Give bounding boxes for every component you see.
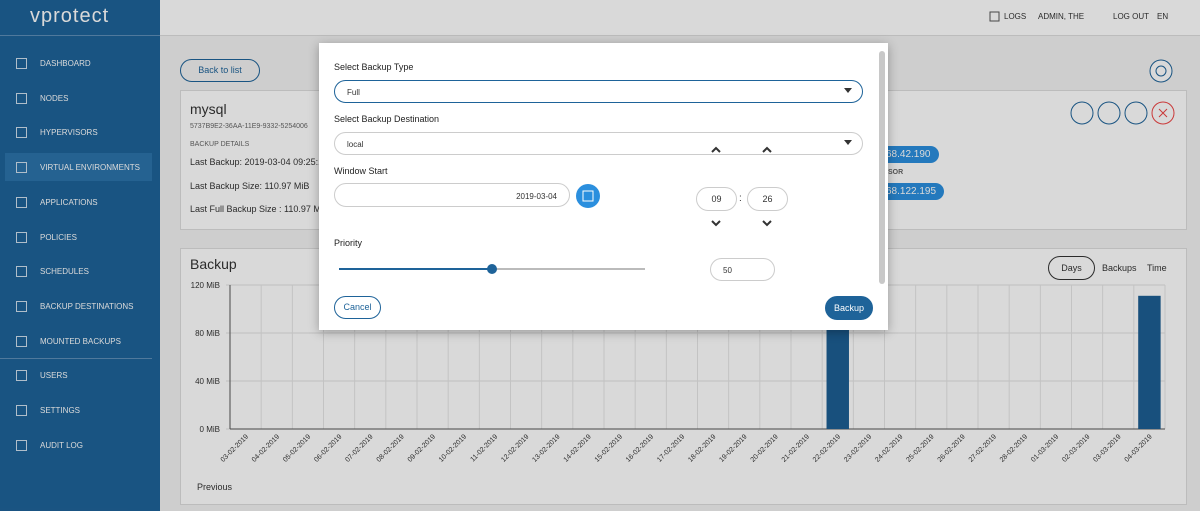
divider [0,358,152,359]
logout-link[interactable]: LOG OUT [1113,12,1150,21]
refresh-button[interactable] [1149,59,1173,83]
nav-icon [16,127,27,139]
user-menu[interactable]: ADMIN, THE [1038,12,1085,21]
divider [0,35,160,36]
toggle-time[interactable]: Time [1147,263,1167,273]
nav-item[interactable]: VIRTUAL ENVIRONMENTS [40,163,141,173]
nav-item[interactable]: APPLICATIONS [40,197,98,207]
nav-item[interactable]: SCHEDULES [40,267,89,277]
nav-item[interactable]: SETTINGS [40,406,81,415]
logs-icon [989,11,1000,22]
chip-label: SOR [888,169,904,176]
nav-item[interactable]: AUDIT LOG [40,440,83,450]
sidebar: vprotect DASHBOARD NODES HYPERVISORS VIRTUA… [0,0,160,511]
destination-label: Select Backup Destination [334,114,440,124]
topbar: LOGS ADMIN, THE LOG OUT EN [160,0,1200,36]
backup-type-label: Select Backup Type [334,62,414,72]
ip-chip: 68.122.195 [878,183,945,200]
y-tick-label: 0 MiB [200,425,220,434]
caret [844,140,852,149]
cancel-button[interactable]: Cancel [334,296,381,319]
nav-icon [16,231,27,243]
nav-icon [16,405,27,416]
scrollbar [879,51,885,284]
toggle-backups[interactable]: Backups [1102,263,1137,273]
date-value: 2019-03-04 [516,192,557,201]
caret [844,88,852,97]
select-value: local [347,140,364,149]
window-start-label: Window Start [334,166,388,176]
time-arrows[interactable] [707,143,797,233]
section-title: BACKUP DETAILS [190,141,250,148]
previous-link[interactable]: Previous [197,482,233,492]
priority-input[interactable]: 50 [710,258,775,281]
nav-icon [16,370,27,382]
vm-name: mysql [190,101,227,117]
slider-fill [339,268,492,270]
priority-label: Priority [334,238,363,248]
logo[interactable]: vprotect [30,5,110,27]
select-value: Full [347,88,360,97]
toggle-days[interactable]: Days [1048,256,1095,280]
nav-icon [16,266,27,278]
nav-icon [16,58,27,69]
y-tick-label: 120 MiB [191,281,220,290]
minute-input[interactable]: 26 [747,187,788,211]
nav-icon [16,92,27,104]
nav-icon [16,439,27,451]
hour-input[interactable]: 09 [696,187,737,211]
action-buttons[interactable] [1069,100,1177,126]
date-input[interactable]: 2019-03-04 [334,183,570,207]
y-tick-label: 80 MiB [195,329,220,338]
vm-id: 5737B9E2-36AA-11E9-9332-5254006 [190,123,308,130]
nav-icon [16,335,27,347]
nav-item[interactable]: MOUNTED BACKUPS [40,336,121,346]
lang-menu[interactable]: EN [1157,12,1169,21]
nav-item[interactable]: HYPERVISORS [40,128,98,138]
nav-item[interactable]: POLICIES [40,232,77,242]
slider-knob[interactable] [487,264,497,274]
nav-icon [16,162,27,174]
destination-select[interactable]: local [334,132,863,155]
active-item [5,153,152,181]
nav-icon [16,300,27,312]
nav-item[interactable]: DASHBOARD [40,59,91,68]
nav-item[interactable]: NODES [40,93,69,103]
last-full-backup-size: Last Full Backup Size : 110.97 Mi [190,204,323,214]
backup-type-select[interactable]: Full [334,80,863,103]
nav-item[interactable]: USERS [40,371,68,381]
nav-icon [16,196,27,208]
backup-modal: Select Backup Type Full Select Backup De… [319,43,888,330]
chart-title: Backup [190,256,237,272]
submit-button[interactable]: Backup [825,296,873,320]
bar [1138,295,1161,429]
last-backup-size: Last Backup Size: 110.97 MiB [190,181,310,191]
back-button[interactable]: Back to list [180,59,260,82]
last-backup: Last Backup: 2019-03-04 09:25:1 [190,157,324,167]
y-tick-label: 40 MiB [195,377,220,386]
nav-item[interactable]: BACKUP DESTINATIONS [40,301,134,311]
logs-link[interactable]: LOGS [1004,12,1027,21]
time-separator: : [739,193,742,204]
ip-chip: 68.42.190 [878,146,939,163]
calendar-button[interactable] [575,183,601,209]
